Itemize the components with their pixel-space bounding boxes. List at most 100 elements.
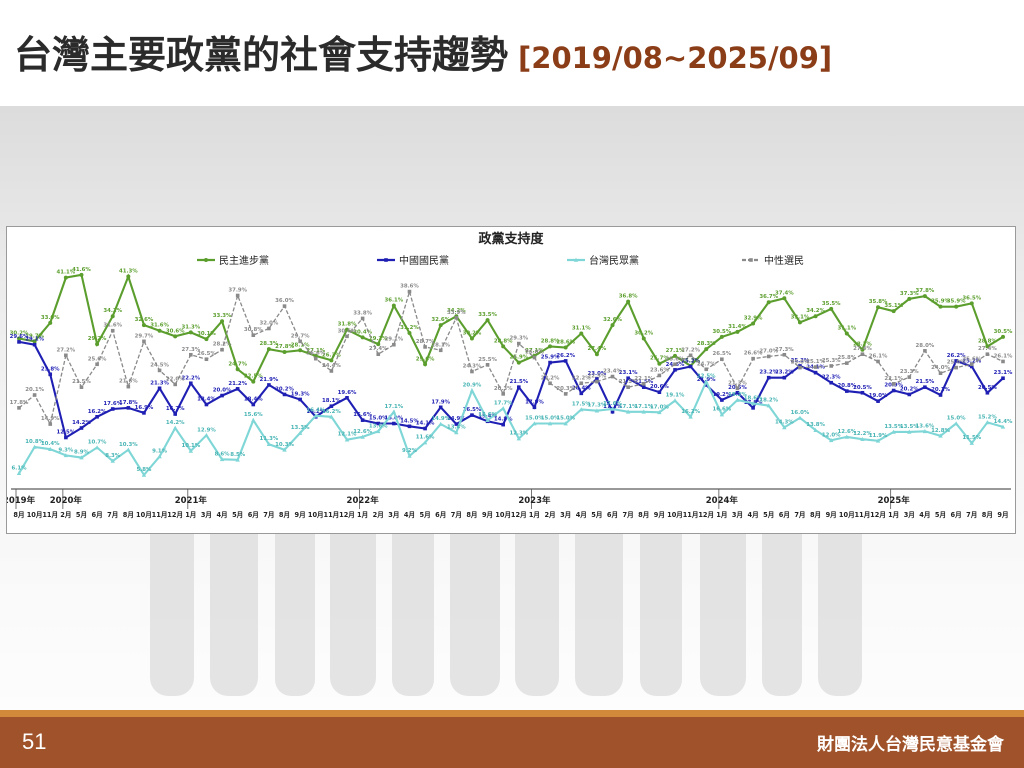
data-label-neutral: 26.6% <box>744 351 763 357</box>
data-point-neutral <box>985 352 990 356</box>
organization-name: 財團法人台灣民意基金會 <box>817 735 1004 755</box>
data-label-dpp: 28.3% <box>697 341 716 347</box>
data-point-dpp <box>438 323 443 328</box>
data-point-tpp <box>344 437 350 442</box>
data-label-kmt: 17.8% <box>119 400 138 406</box>
data-point-neutral <box>126 384 131 389</box>
data-point-dpp <box>563 345 568 350</box>
data-label-tpp: 17.1% <box>619 404 638 410</box>
data-label-kmt: 19.0% <box>869 393 888 399</box>
month-tick-label: 10月 <box>136 511 152 519</box>
data-point-neutral <box>954 365 958 370</box>
data-label-kmt: 25.2% <box>962 358 981 364</box>
data-label-dpp: 25.6% <box>416 356 435 362</box>
data-point-neutral <box>407 289 412 294</box>
data-label-neutral: 27.3% <box>775 347 794 353</box>
data-label-tpp: 17.0% <box>650 404 669 410</box>
data-label-tpp: 22.5% <box>697 374 716 380</box>
data-label-kmt: 22.3% <box>822 375 841 381</box>
data-label-neutral: 25.5% <box>478 357 497 363</box>
data-label-neutral: 23.6% <box>650 367 669 373</box>
data-point-kmt <box>95 415 99 419</box>
data-point-tpp <box>594 408 600 413</box>
data-label-neutral: 25.0% <box>791 360 810 366</box>
data-point-dpp <box>954 304 959 309</box>
data-label-dpp: 34.2% <box>103 308 122 314</box>
data-point-tpp <box>16 470 22 476</box>
data-point-kmt <box>813 370 818 375</box>
month-tick-label: 7月 <box>794 511 805 519</box>
month-tick-label: 6月 <box>951 511 962 519</box>
data-label-neutral: 27.2% <box>681 347 700 353</box>
data-point-neutral <box>579 381 584 386</box>
data-label-neutral: 29.7% <box>135 333 154 339</box>
data-label-kmt: 15.6% <box>353 412 372 418</box>
data-label-tpp: 15.0% <box>947 416 966 422</box>
data-point-neutral <box>32 393 37 397</box>
data-label-neutral: 27.0% <box>759 348 778 354</box>
data-point-dpp <box>907 296 912 301</box>
data-point-tpp <box>813 427 818 433</box>
series-line-kmt <box>18 340 1004 440</box>
data-point-dpp <box>17 336 21 341</box>
data-point-dpp <box>48 320 53 325</box>
data-point-dpp <box>204 337 209 342</box>
data-label-tpp: 10.4% <box>41 441 60 447</box>
month-tick-label: 10月 <box>839 511 855 519</box>
data-label-kmt: 23.8% <box>41 366 60 372</box>
data-point-kmt <box>142 411 146 415</box>
data-label-tpp: 16.6% <box>713 407 732 413</box>
data-point-dpp <box>829 306 834 311</box>
data-point-kmt <box>548 360 552 365</box>
month-tick-label: 11月 <box>683 511 699 519</box>
data-label-dpp: 35.8% <box>869 299 888 305</box>
data-point-kmt <box>360 418 365 422</box>
data-label-kmt: 16.9% <box>135 405 154 411</box>
data-point-neutral <box>595 379 599 384</box>
data-label-dpp: 41.1% <box>57 270 76 276</box>
data-label-dpp: 30.4% <box>353 329 372 335</box>
data-label-tpp: 12.1% <box>338 432 357 438</box>
data-label-kmt: 23.1% <box>619 370 638 376</box>
data-point-dpp <box>657 361 662 366</box>
data-point-neutral <box>485 363 490 367</box>
month-tick-label: 3月 <box>560 511 571 519</box>
data-point-dpp <box>501 344 506 349</box>
data-point-tpp <box>563 421 568 426</box>
data-point-kmt <box>392 421 396 426</box>
data-point-neutral <box>829 364 833 368</box>
data-point-tpp <box>625 409 631 414</box>
data-point-neutral <box>704 367 709 372</box>
data-point-dpp <box>282 349 287 354</box>
data-label-tpp: 15.0% <box>556 416 575 422</box>
data-point-kmt <box>173 412 177 416</box>
data-point-neutral <box>376 352 381 356</box>
data-point-dpp <box>548 344 553 349</box>
data-point-kmt <box>470 413 474 417</box>
data-point-tpp <box>719 412 725 417</box>
data-point-dpp <box>63 275 68 280</box>
month-tick-label: 3月 <box>732 511 743 519</box>
data-point-neutral <box>657 373 662 378</box>
data-point-neutral <box>235 293 240 298</box>
data-label-neutral: 26.1% <box>994 353 1013 359</box>
data-label-tpp: 13.6% <box>369 423 388 429</box>
data-point-tpp <box>610 406 615 411</box>
data-point-dpp <box>922 294 927 299</box>
data-label-tpp: 10.7% <box>88 440 107 446</box>
data-point-neutral <box>329 369 334 373</box>
data-label-kmt: 21.3% <box>150 380 169 386</box>
data-point-kmt <box>48 372 53 377</box>
data-point-dpp <box>157 328 162 333</box>
month-tick-label: 5月 <box>76 511 87 519</box>
data-label-neutral: 22.1% <box>634 376 653 382</box>
year-tick-label: 2023年 <box>518 495 551 506</box>
data-point-dpp <box>969 301 974 306</box>
data-point-neutral <box>563 392 568 396</box>
data-point-tpp <box>32 444 37 449</box>
data-label-kmt: 14.5% <box>400 418 419 424</box>
data-label-neutral: 23.3% <box>900 369 919 375</box>
data-label-kmt: 14.2% <box>72 420 91 426</box>
data-label-dpp: 28.6% <box>556 339 575 345</box>
data-label-dpp: 29.2% <box>369 336 388 342</box>
